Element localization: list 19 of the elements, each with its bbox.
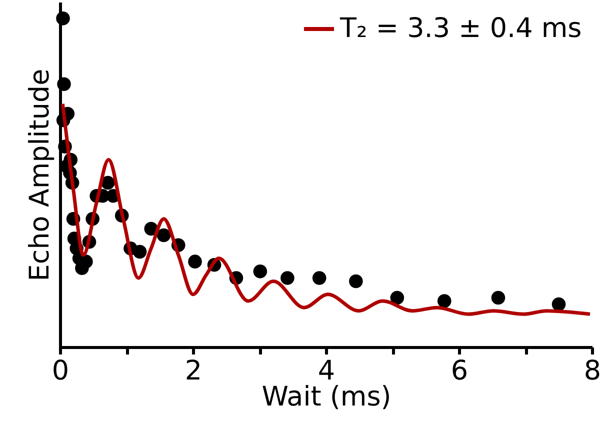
point xyxy=(280,271,294,285)
point xyxy=(552,297,566,312)
point xyxy=(437,294,452,308)
point xyxy=(56,12,70,26)
point xyxy=(57,77,71,92)
x-tick-label: 8 xyxy=(584,356,602,386)
x-tick-label: 6 xyxy=(450,356,468,386)
point xyxy=(491,290,506,305)
legend-label: T₂ = 3.3 ± 0.4 ms xyxy=(339,13,582,44)
point xyxy=(312,271,326,285)
point xyxy=(253,264,268,278)
point xyxy=(349,274,363,288)
point xyxy=(156,228,171,242)
x-tick-label: 2 xyxy=(184,356,202,386)
point xyxy=(188,254,202,268)
x-tick-label: 0 xyxy=(52,356,70,386)
y-axis-title: Echo Amplitude xyxy=(24,68,56,282)
point xyxy=(132,244,147,259)
point xyxy=(390,290,404,305)
